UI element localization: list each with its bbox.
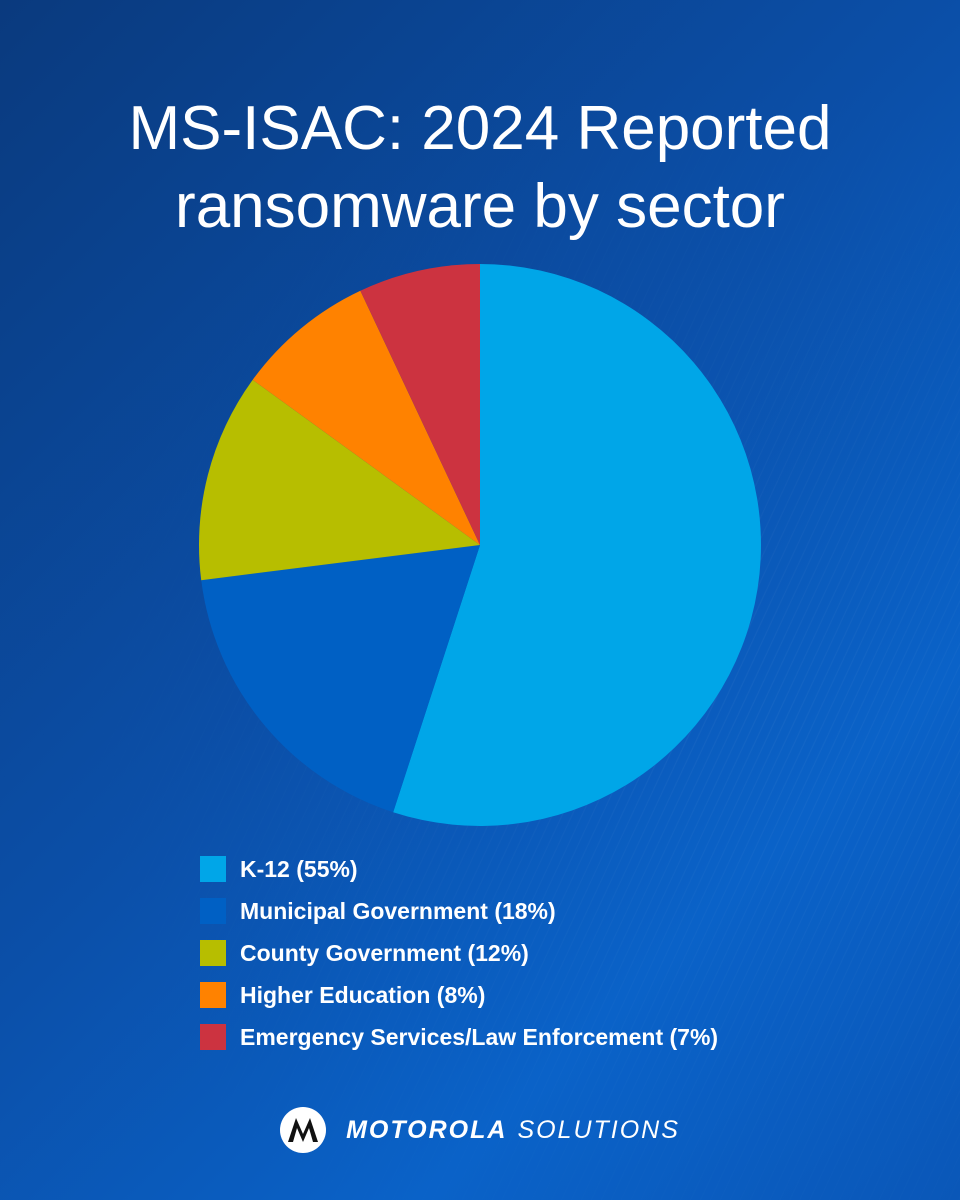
chart-title-line-2: ransomware by sector xyxy=(175,171,785,241)
legend-label-emergency: Emergency Services/Law Enforcement (7%) xyxy=(240,1023,719,1050)
legend-swatch-municipal xyxy=(200,898,226,924)
legend-item-county: County Government (12%) xyxy=(200,932,900,974)
legend-item-higher-ed: Higher Education (8%) xyxy=(200,974,900,1016)
pie-slice-k12 xyxy=(393,264,762,826)
legend-item-k12: K-12 (55%) xyxy=(200,848,900,890)
pie-slice-county xyxy=(199,379,480,581)
pie-slice-higher-ed xyxy=(252,290,480,545)
brand-footer: MOTOROLA SOLUTIONS xyxy=(0,1104,960,1156)
brand-name-bold: MOTOROLA xyxy=(346,1115,508,1144)
pie-slice-municipal xyxy=(201,545,481,813)
legend-swatch-higher-ed xyxy=(200,982,226,1008)
legend-label-higher-ed: Higher Education (8%) xyxy=(240,981,486,1008)
pie-slice-emergency xyxy=(360,264,480,545)
chart-title: MS-ISAC: 2024 Reported ransomware by sec… xyxy=(0,90,960,246)
brand-name-light: SOLUTIONS xyxy=(517,1115,680,1144)
chart-title-line-1: MS-ISAC: 2024 Reported xyxy=(128,93,832,163)
motorola-batwing-icon xyxy=(280,1107,327,1153)
legend-swatch-emergency xyxy=(200,1024,226,1050)
legend-item-emergency: Emergency Services/Law Enforcement (7%) xyxy=(200,1016,900,1058)
legend-label-county: County Government (12%) xyxy=(240,939,529,966)
brand-wordmark: MOTOROLA SOLUTIONS xyxy=(346,1116,680,1145)
legend-swatch-k12 xyxy=(200,856,226,882)
legend-label-municipal: Municipal Government (18%) xyxy=(240,897,556,924)
legend-label-k12: K-12 (55%) xyxy=(240,855,358,882)
legend-item-municipal: Municipal Government (18%) xyxy=(200,890,900,932)
legend-swatch-county xyxy=(200,940,226,966)
chart-legend: K-12 (55%) Municipal Government (18%) Co… xyxy=(200,848,900,1058)
